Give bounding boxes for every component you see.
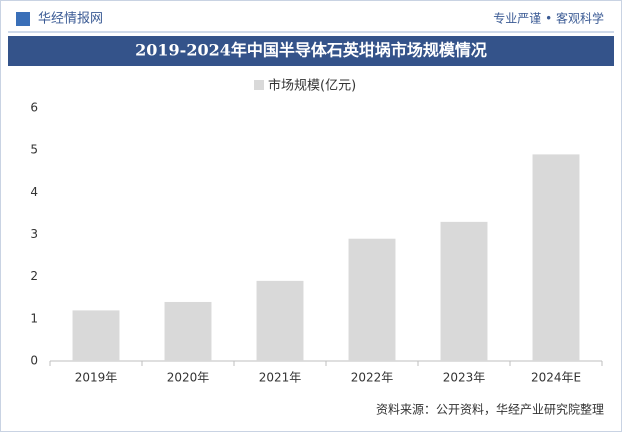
bar bbox=[440, 221, 488, 361]
logo-text: 华经情报网 bbox=[38, 12, 103, 27]
legend-swatch bbox=[254, 80, 264, 90]
bar bbox=[164, 301, 212, 361]
y-tick-label: 1 bbox=[30, 311, 38, 325]
y-tick-label: 0 bbox=[30, 354, 38, 368]
bar bbox=[72, 310, 120, 361]
source: 资料来源：公开资料，华经产业研究院整理 bbox=[376, 402, 604, 417]
x-tick-label: 2020年 bbox=[167, 371, 210, 385]
x-tick-label: 2021年 bbox=[259, 371, 302, 385]
y-tick-label: 2 bbox=[30, 269, 38, 283]
title-bar bbox=[8, 36, 614, 66]
x-tick-label: 2019年 bbox=[75, 371, 118, 385]
bar bbox=[532, 154, 580, 361]
x-tick-label: 2022年 bbox=[351, 371, 394, 385]
bar bbox=[348, 238, 396, 361]
y-tick-label: 6 bbox=[30, 101, 38, 115]
slogan: 专业严谨 • 客观科学 bbox=[493, 11, 604, 26]
logo-icon bbox=[16, 12, 30, 26]
legend-label: 市场规模(亿元) bbox=[268, 78, 356, 94]
x-tick-label: 2023年 bbox=[443, 371, 486, 385]
x-tick-label: 2024年E bbox=[531, 371, 581, 385]
y-tick-label: 4 bbox=[30, 185, 38, 199]
bar bbox=[256, 280, 304, 361]
y-tick-label: 5 bbox=[30, 143, 38, 157]
y-tick-label: 3 bbox=[30, 227, 38, 241]
chart-title: 2019-2024年中国半导体石英坩埚市场规模情况 bbox=[135, 41, 487, 60]
